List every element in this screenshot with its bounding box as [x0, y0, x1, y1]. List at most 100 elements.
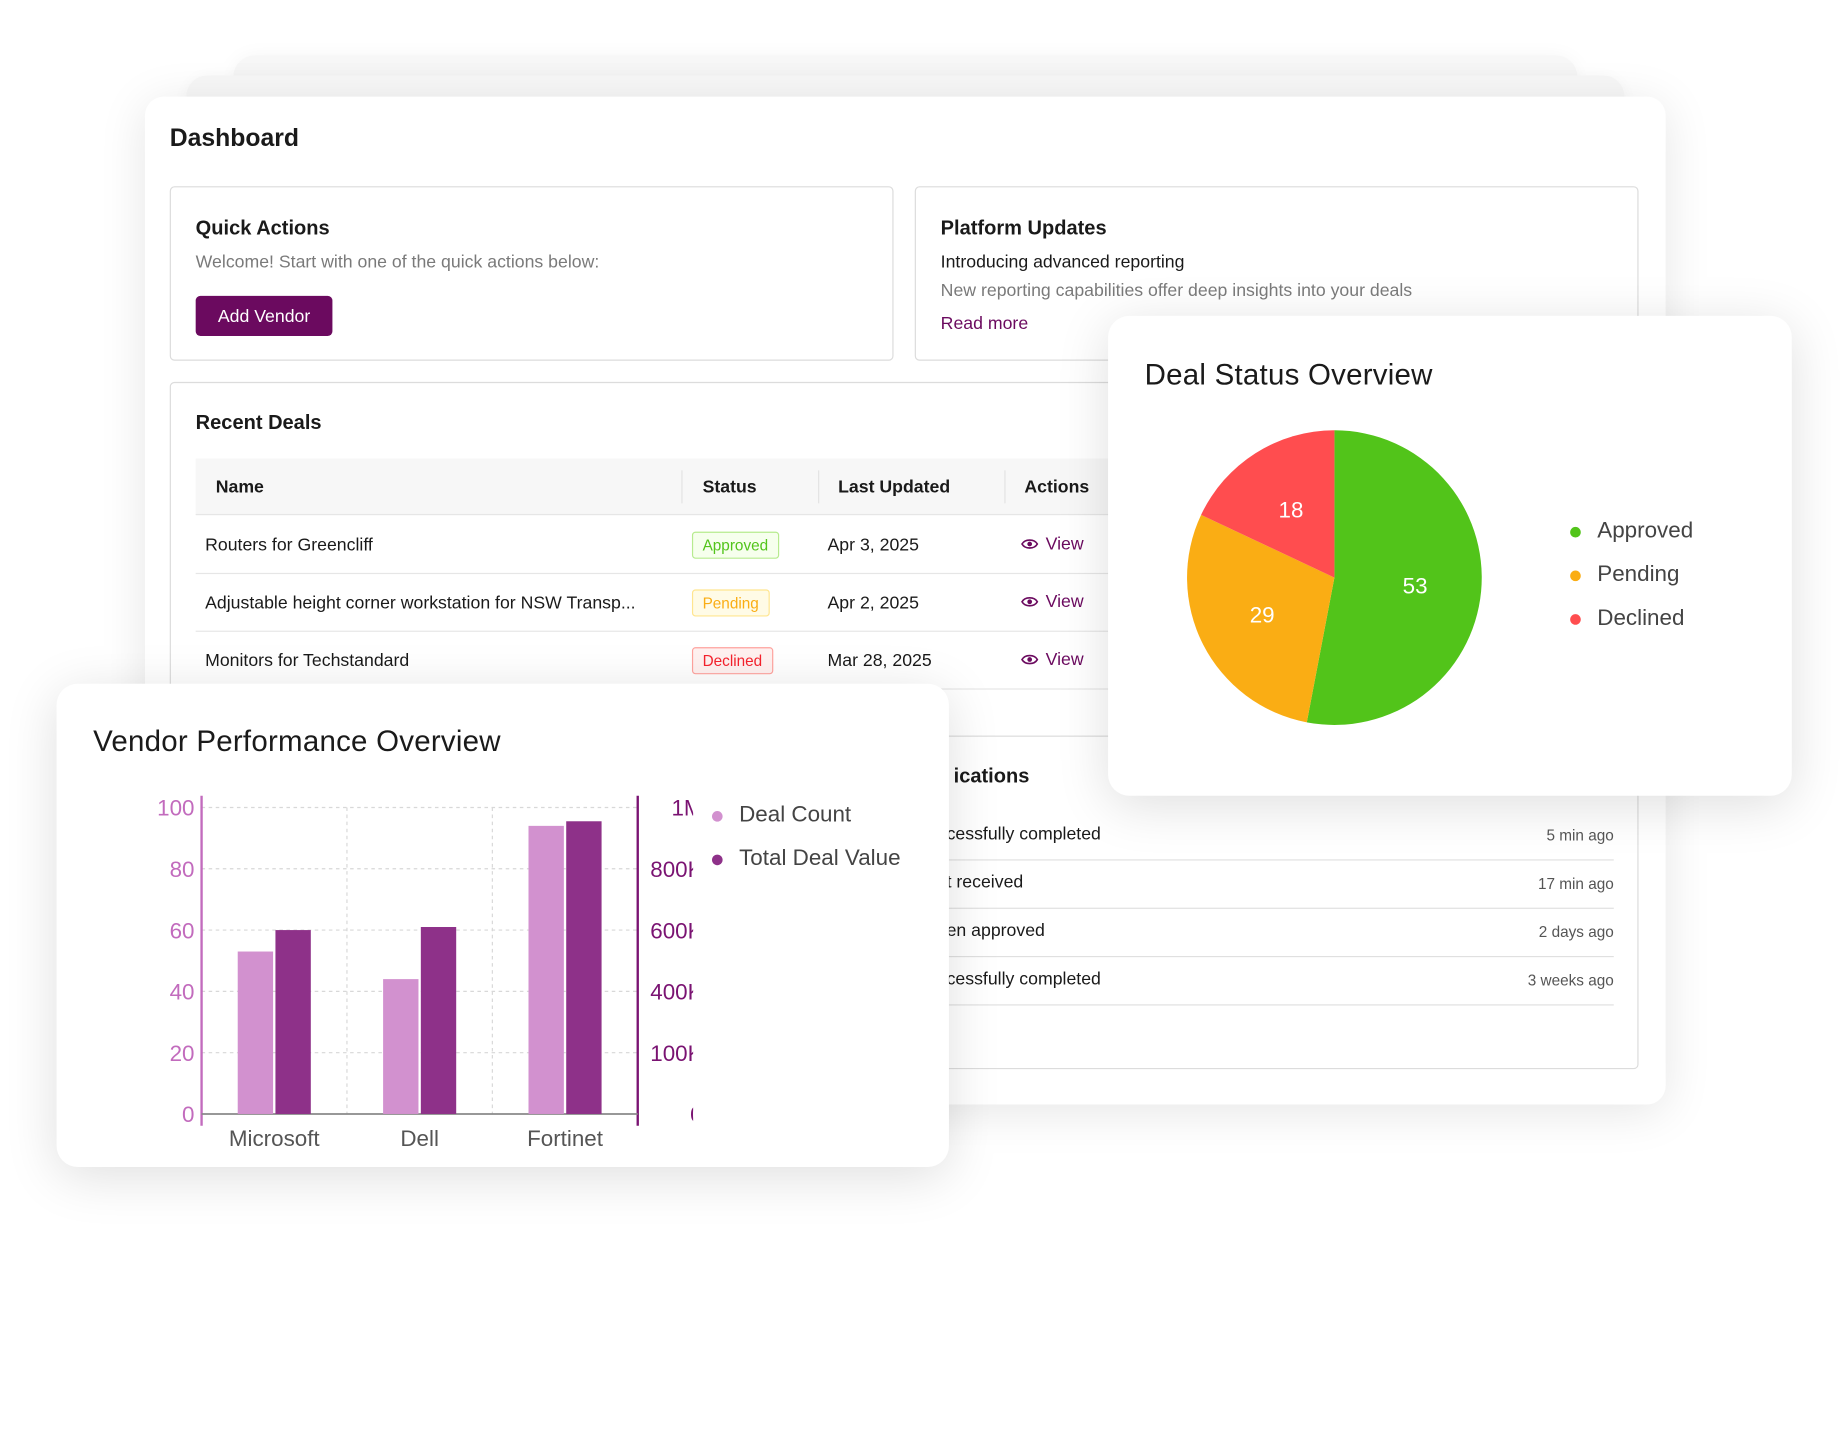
- platform-updates-headline: Introducing advanced reporting: [940, 252, 1185, 273]
- pie-slice-declined[interactable]: [1201, 430, 1335, 578]
- notification-item[interactable]: cessfully completed 5 min ago: [946, 812, 1614, 861]
- notification-text: cessfully completed: [946, 968, 1101, 990]
- notification-text: en approved: [946, 920, 1045, 941]
- y-left-tick-label: 0: [182, 1102, 194, 1127]
- pie-slice-pending[interactable]: [1187, 514, 1335, 723]
- notification-time: 2 days ago: [1538, 923, 1614, 941]
- table-row: Monitors for Techstandard Declined Mar 2…: [195, 632, 1139, 690]
- deal-name: Routers for Greencliff: [205, 535, 373, 556]
- status-badge: Declined: [691, 647, 773, 675]
- deal-last-updated: Apr 3, 2025: [827, 535, 919, 556]
- y-left-tick-label: 40: [170, 980, 195, 1005]
- notification-item[interactable]: cessfully completed 3 weeks ago: [946, 957, 1614, 1006]
- view-link-label: View: [1045, 649, 1084, 670]
- view-link-label: View: [1045, 533, 1084, 555]
- eye-icon: [1021, 654, 1039, 665]
- legend-dot-pending: [1570, 569, 1581, 581]
- legend-dot-declined: [1570, 613, 1581, 625]
- notifications-title: ications: [953, 765, 1030, 788]
- x-tick-label: Dell: [400, 1126, 439, 1151]
- legend-dot-approved: [1570, 526, 1581, 537]
- vendor-performance-bar-chart: 0 0 20 100K 40 400K 60 600K 80 800K 100 1M Microsoft…: [157, 795, 693, 1151]
- bar-deal-count[interactable]: [528, 825, 564, 1114]
- deal-last-updated: Mar 28, 2025: [827, 650, 932, 671]
- vendor-performance-card: Vendor Performance Overview 0 0 20 100K 40 40…: [56, 683, 949, 1168]
- eye-icon: [1021, 539, 1039, 549]
- status-badge: Pending: [691, 589, 770, 617]
- y-right-tick-label: 0: [690, 1102, 693, 1127]
- notification-time: 17 min ago: [1537, 874, 1614, 893]
- view-deal-link[interactable]: View: [1021, 650, 1084, 670]
- legend-label: Declined: [1597, 605, 1685, 631]
- y-right-tick-label: 400K: [650, 980, 693, 1005]
- deal-status-pie-chart: 53 29 18: [1187, 430, 1482, 725]
- bar-total-deal-value[interactable]: [275, 930, 311, 1114]
- view-deal-link[interactable]: View: [1021, 534, 1084, 554]
- eye-icon: [1021, 596, 1039, 607]
- x-tick-label: Microsoft: [229, 1126, 321, 1151]
- column-divider: [818, 470, 820, 504]
- column-header-name: Name: [215, 477, 264, 498]
- y-left-tick-label: 20: [170, 1041, 195, 1066]
- page-title: Dashboard: [169, 124, 300, 153]
- y-left-tick-label: 60: [170, 918, 195, 943]
- platform-updates-description: New reporting capabilities offer deep in…: [940, 280, 1413, 301]
- notification-item[interactable]: en approved 2 days ago: [946, 909, 1614, 958]
- pie-slice-label: 18: [1279, 497, 1304, 522]
- legend-label: Pending: [1597, 562, 1680, 588]
- quick-actions-title: Quick Actions: [195, 216, 330, 240]
- notification-item[interactable]: t received 17 min ago: [946, 861, 1614, 909]
- y-right-tick-label: 100K: [650, 1041, 693, 1066]
- y-left-tick-label: 100: [157, 796, 194, 821]
- legend-item-declined[interactable]: Declined: [1570, 606, 1684, 632]
- read-more-link[interactable]: Read more: [940, 313, 1029, 334]
- bar-total-deal-value[interactable]: [566, 821, 602, 1114]
- notification-time: 5 min ago: [1546, 826, 1614, 845]
- y-right-tick-label: 1M: [671, 796, 693, 821]
- x-tick-label: Fortinet: [527, 1126, 604, 1151]
- column-divider: [1004, 470, 1006, 504]
- notification-text: t received: [946, 872, 1024, 893]
- column-header-actions: Actions: [1024, 477, 1090, 498]
- notification-time: 3 weeks ago: [1527, 971, 1614, 990]
- add-vendor-button[interactable]: Add Vendor: [195, 295, 333, 336]
- y-right-tick-label: 600K: [650, 918, 693, 943]
- view-link-label: View: [1045, 591, 1084, 612]
- column-header-last-updated: Last Updated: [838, 477, 951, 498]
- pie-slice-label: 53: [1403, 573, 1428, 598]
- deal-status-title: Deal Status Overview: [1144, 358, 1433, 392]
- column-header-status: Status: [702, 477, 757, 498]
- table-row: Routers for Greencliff Approved Apr 3, 2…: [195, 516, 1139, 575]
- legend-label: Approved: [1597, 518, 1694, 544]
- deal-status-card: Deal Status Overview 53 29 18 Approved Pen…: [1108, 315, 1792, 796]
- legend-item-approved[interactable]: Approved: [1570, 519, 1693, 545]
- view-deal-link[interactable]: View: [1021, 592, 1084, 612]
- legend-dot-deal-count: [711, 810, 723, 822]
- quick-actions-subtitle: Welcome! Start with one of the quick act…: [195, 252, 600, 273]
- legend-dot-total-deal-value: [711, 854, 723, 865]
- legend-item-deal-count[interactable]: Deal Count: [711, 802, 852, 829]
- deal-name: Monitors for Techstandard: [205, 650, 410, 671]
- table-row: Adjustable height corner workstation for…: [195, 574, 1139, 632]
- legend-label: Total Deal Value: [739, 846, 901, 872]
- bar-total-deal-value[interactable]: [420, 927, 457, 1114]
- legend-label: Deal Count: [739, 802, 852, 828]
- bar-deal-count[interactable]: [383, 979, 419, 1114]
- column-divider: [681, 470, 683, 504]
- vendor-performance-title: Vendor Performance Overview: [93, 724, 501, 758]
- y-left-tick-label: 80: [170, 857, 195, 882]
- pie-slice-label: 29: [1250, 603, 1275, 628]
- status-badge: Approved: [691, 531, 779, 559]
- quick-actions-panel: Quick Actions Welcome! Start with one of…: [169, 186, 894, 361]
- pie-slice-approved[interactable]: [1306, 430, 1482, 725]
- legend-item-pending[interactable]: Pending: [1570, 562, 1679, 588]
- notification-text: cessfully completed: [946, 823, 1101, 845]
- bar-deal-count[interactable]: [237, 951, 274, 1114]
- legend-item-total-deal-value[interactable]: Total Deal Value: [711, 846, 901, 872]
- recent-deals-title: Recent Deals: [195, 411, 322, 434]
- y-right-tick-label: 800K: [650, 857, 693, 882]
- platform-updates-title: Platform Updates: [940, 216, 1107, 240]
- deals-table-header: Name Status Last Updated Actions: [195, 458, 1139, 516]
- deal-last-updated: Apr 2, 2025: [827, 592, 919, 613]
